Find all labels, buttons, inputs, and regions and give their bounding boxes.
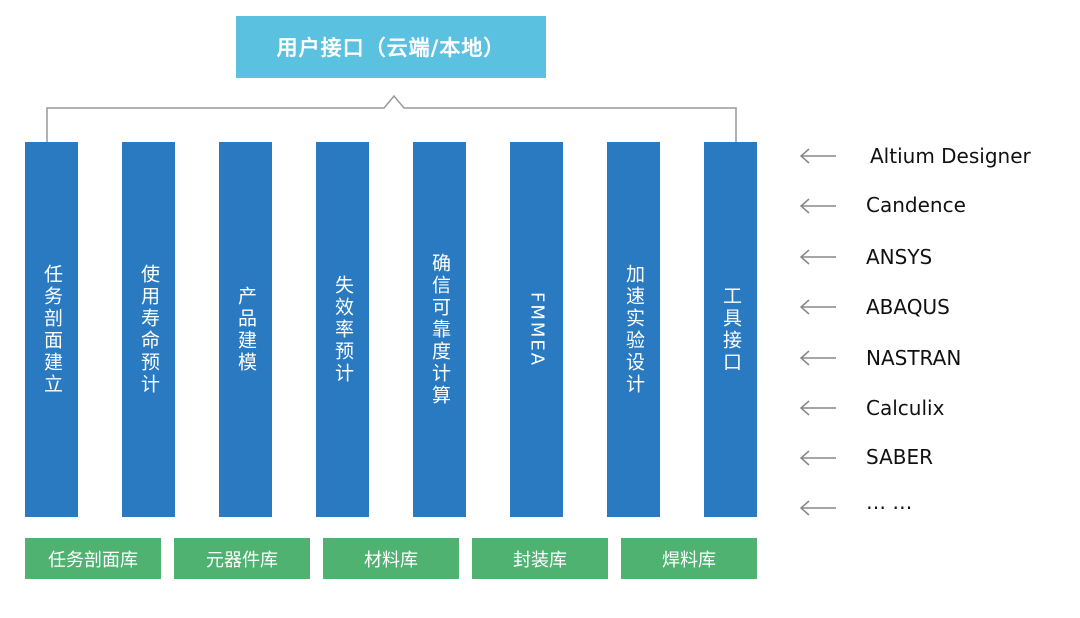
module-label: 任务剖面建立 <box>41 263 63 396</box>
library-label: 元器件库 <box>206 549 278 571</box>
library-materials: 材料库 <box>323 538 459 579</box>
tool-label: ABAQUS <box>866 295 950 319</box>
library-label: 封装库 <box>513 549 567 571</box>
module-mission-profile: 任务剖面建立 <box>25 142 78 517</box>
tool-label: SABER <box>866 445 934 469</box>
tool-label: … … <box>866 490 913 514</box>
left-arrow-icon <box>799 500 836 516</box>
left-arrow-icon <box>799 299 836 315</box>
bracket-line <box>46 94 737 142</box>
module-label: 产品建模 <box>235 285 257 374</box>
tool-label: Candence <box>866 193 966 217</box>
module-label: 失效率预计 <box>332 274 354 385</box>
module-label: FMMEA <box>526 291 548 368</box>
module-failure-rate: 失效率预计 <box>316 142 369 517</box>
library-mission-profile: 任务剖面库 <box>25 538 161 579</box>
module-label: 确信可靠度计算 <box>429 252 451 407</box>
module-label: 使用寿命预计 <box>138 263 160 396</box>
user-interface-box: 用户接口（云端/本地） <box>236 16 546 78</box>
module-product-modeling: 产品建模 <box>219 142 272 517</box>
user-interface-label: 用户接口（云端/本地） <box>276 36 506 60</box>
left-arrow-icon <box>799 400 836 416</box>
left-arrow-icon <box>799 148 836 164</box>
library-packaging: 封装库 <box>472 538 608 579</box>
tool-label: ANSYS <box>866 245 933 269</box>
library-label: 任务剖面库 <box>48 549 138 571</box>
module-tool-interface: 工具接口 <box>704 142 757 517</box>
tool-label: Altium Designer <box>870 144 1031 168</box>
left-arrow-icon <box>799 249 836 265</box>
left-arrow-icon <box>799 198 836 214</box>
library-label: 焊料库 <box>662 549 716 571</box>
module-life-prediction: 使用寿命预计 <box>122 142 175 517</box>
module-reliability-calc: 确信可靠度计算 <box>413 142 466 517</box>
library-components: 元器件库 <box>174 538 310 579</box>
library-label: 材料库 <box>364 549 418 571</box>
tool-label: Calculix <box>866 396 945 420</box>
module-fmmea: FMMEA <box>510 142 563 517</box>
tool-label: NASTRAN <box>866 346 962 370</box>
library-solder: 焊料库 <box>621 538 757 579</box>
module-accelerated-test: 加速实验设计 <box>607 142 660 517</box>
module-label: 工具接口 <box>720 285 742 374</box>
left-arrow-icon <box>799 350 836 366</box>
left-arrow-icon <box>799 450 836 466</box>
module-label: 加速实验设计 <box>623 263 645 396</box>
